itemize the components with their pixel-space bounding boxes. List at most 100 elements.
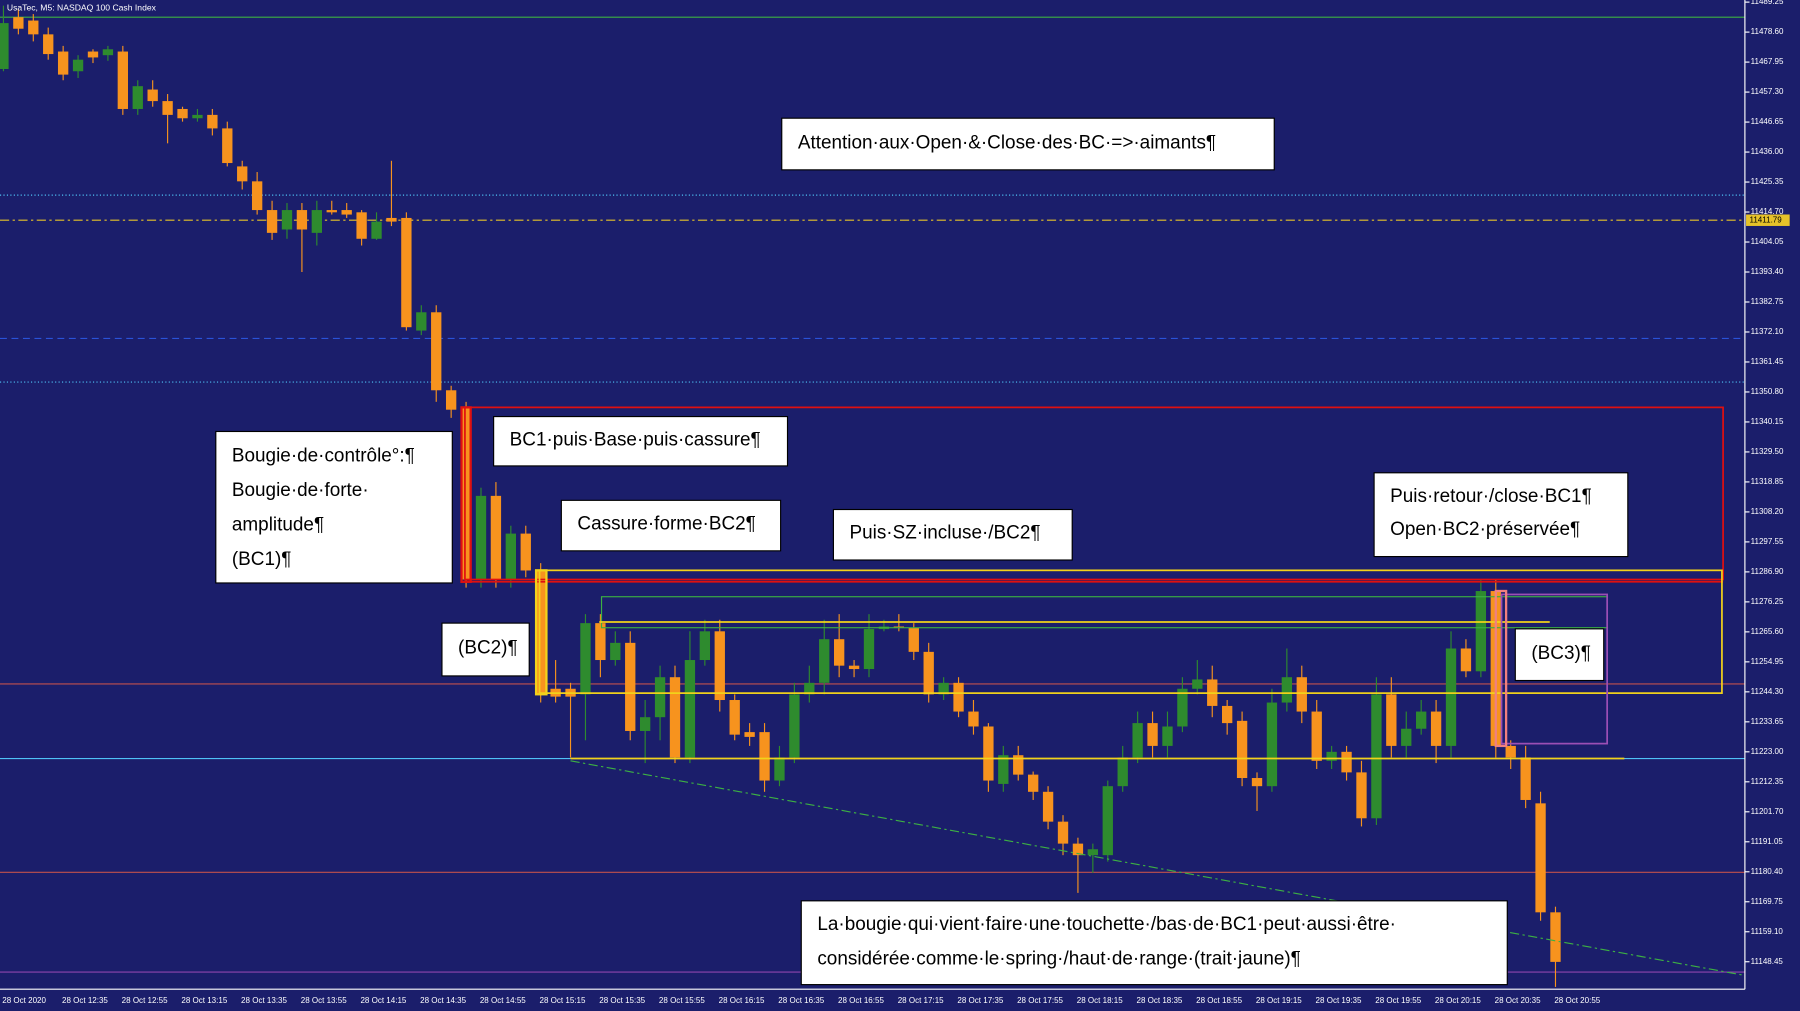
candle-body [222,128,233,164]
candle-body [908,627,919,652]
candle-body [475,495,487,580]
note-text: (BC2)¶ [458,637,518,658]
candle-body [729,700,740,735]
x-tick-label: 28 Oct 12:35 [62,996,108,1005]
y-tick-label: 11276.25 [1751,597,1784,606]
candle-body [1236,720,1248,779]
note-box: (BC3)¶ [1514,628,1605,682]
candle-body [1430,711,1442,746]
candle-body [848,665,860,670]
y-tick-label: 11457.30 [1751,87,1784,96]
x-tick-label: 28 Oct 17:35 [957,996,1003,1005]
candle-body [1296,677,1307,712]
x-tick-label: 28 Oct 19:15 [1256,996,1302,1005]
y-tick-label: 11489.25 [1751,0,1784,6]
candle-body [1177,688,1188,727]
note-box: BC1·puis·Base·puis·cassure¶ [493,415,789,467]
y-tick-label: 11223.00 [1751,747,1784,756]
x-tick-label: 28 Oct 15:35 [599,996,645,1005]
chart-title: UsaTec, M5: NASDAQ 100 Cash Index [7,2,157,12]
note-text: Puis·retour·/close·BC1¶ [1390,486,1592,507]
note-frame [832,508,1073,561]
note-frame [1373,472,1629,558]
candle-body [1445,648,1457,746]
candle-body [1057,821,1069,844]
x-tick-label: 28 Oct 15:15 [540,996,586,1005]
x-tick-label: 28 Oct 19:55 [1375,996,1421,1005]
note-text: considérée·comme·le·spring·/haut·de·rang… [817,948,1300,969]
candle-body [0,23,9,69]
candle-body [371,221,382,239]
last-price-label: 11411.79 [1749,215,1782,224]
x-tick-label: 28 Oct 16:55 [838,996,884,1005]
y-tick-label: 11265.60 [1751,627,1784,636]
candle-body [445,390,457,410]
y-tick-label: 11329.50 [1751,447,1784,456]
note-text: (BC1)¶ [232,549,292,570]
candle-body [43,34,54,55]
candle-body [968,711,979,727]
candle-body [610,642,621,661]
x-tick-label: 28 Oct 19:35 [1316,996,1362,1005]
candle-body [789,694,800,758]
note-frame [560,499,782,552]
candle-body [654,677,666,718]
candle-body [266,210,278,233]
candle-body [953,682,964,712]
candle-body [1371,694,1382,819]
candle-body [819,639,830,683]
candle-body [1341,751,1352,773]
candle-body [132,86,143,109]
candle-body [699,631,711,661]
x-tick-label: 28 Oct 14:15 [360,996,406,1005]
x-tick-label: 28 Oct 18:55 [1196,996,1242,1005]
note-frame [493,415,789,467]
trend-line [570,760,1746,976]
candle-body [1386,694,1397,746]
candle-body [1266,702,1278,787]
x-tick-label: 28 Oct 20:15 [1435,996,1481,1005]
y-tick-label: 11286.90 [1751,567,1784,576]
candle-body [341,210,352,215]
candle-body [1162,726,1173,746]
candle-body [998,755,1009,784]
candles [0,5,1561,987]
note-frame [781,117,1275,171]
y-tick-label: 11191.05 [1751,837,1784,846]
bc1-outline [460,406,472,583]
y-tick-label: 11350.80 [1751,387,1784,396]
candle-body [774,757,785,781]
note-frame [441,622,530,677]
candle-body [192,114,203,119]
note-box: (BC2)¶ [441,622,530,677]
candle-body [580,623,591,695]
y-tick-label: 11340.15 [1751,417,1784,426]
candle-body [639,717,651,731]
last-price-tag [1746,214,1790,226]
purple-zone [1500,593,1609,745]
x-tick-label: 28 Oct 20:55 [1554,996,1600,1005]
candle-body [1550,912,1561,962]
note-frame [215,430,453,584]
candle-body [520,533,531,571]
x-tick-label: 28 Oct 14:35 [420,996,466,1005]
y-tick-label: 11201.70 [1751,807,1784,816]
candle-body [117,51,128,109]
candle-body [1192,679,1203,689]
note-text: Bougie·de·contrôle°:¶ [232,446,415,467]
candle-body [938,682,949,695]
x-tick-label: 28 Oct 12:55 [122,996,168,1005]
candle-body [1147,723,1158,746]
candle-body [237,166,248,182]
candle-body [833,639,845,666]
yellow-zone [538,569,1723,694]
candle-body [1013,755,1024,775]
candle-body [311,210,323,233]
candle-body [356,212,367,239]
note-box: Cassure·forme·BC2¶ [560,499,782,552]
y-tick-label: 11446.65 [1751,117,1784,126]
candle-body [401,217,412,328]
candle-body [416,312,427,331]
